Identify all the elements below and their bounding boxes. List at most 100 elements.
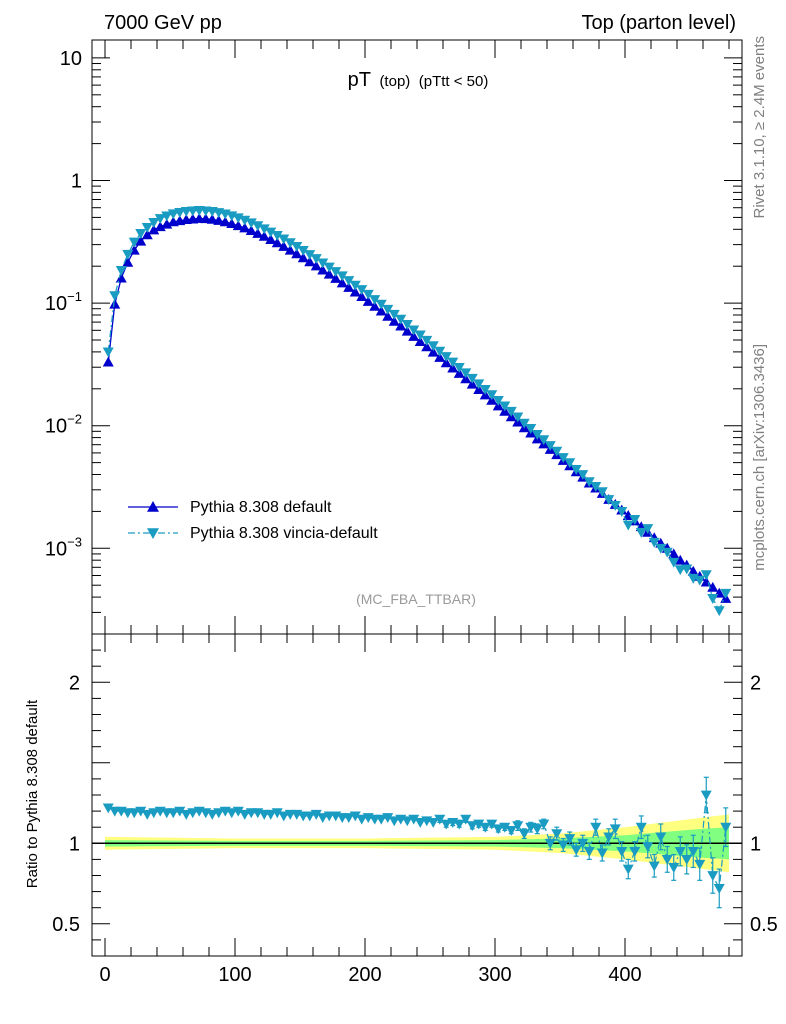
data-point <box>642 524 654 535</box>
data-point <box>401 320 413 330</box>
legend: Pythia 8.308 default Pythia 8.308 vincia… <box>128 499 378 542</box>
main-ytick-exponent: −1 <box>67 289 82 304</box>
ratio-data-point <box>239 809 251 820</box>
data-point <box>583 477 595 488</box>
ratio-data-point <box>265 809 277 820</box>
ratio-data-point <box>577 838 589 849</box>
ratio-ytick-label-left: 1 <box>69 833 80 855</box>
data-point <box>427 341 439 352</box>
data-point <box>544 441 556 451</box>
data-point <box>395 314 407 325</box>
data-point <box>102 356 114 367</box>
ratio-data-point <box>206 809 218 820</box>
header-right-label: Top (parton level) <box>581 12 736 34</box>
ratio-ytick-label-left: 2 <box>69 672 80 694</box>
ratio-data-point <box>518 829 530 840</box>
ratio-data-point <box>388 816 400 827</box>
ratio-data-point <box>226 808 238 819</box>
ratio-data-point <box>304 811 316 822</box>
data-point <box>115 272 127 283</box>
data-point <box>388 309 400 320</box>
data-point <box>284 244 296 255</box>
ratio-xtick-label: 300 <box>478 964 511 986</box>
data-point <box>213 214 225 225</box>
ratio-data-point <box>180 809 192 820</box>
data-point <box>278 234 290 245</box>
data-point <box>421 335 433 346</box>
data-point <box>453 362 465 373</box>
ratio-data-point <box>440 819 452 830</box>
data-point <box>304 250 316 261</box>
ratio-data-point <box>278 811 290 822</box>
data-point <box>700 570 712 581</box>
ratio-xtick-label: 400 <box>608 964 641 986</box>
ratio-data-point <box>707 871 719 881</box>
data-point <box>486 390 498 401</box>
ratio-data-point <box>590 822 602 833</box>
data-point <box>538 435 550 446</box>
data-point <box>135 235 147 246</box>
ratio-data-point <box>408 814 420 825</box>
ratio-data-point <box>538 819 550 830</box>
ratio-data-point <box>453 819 465 830</box>
ratio-data-point <box>382 813 394 824</box>
data-point <box>258 230 270 241</box>
ratio-data-point <box>642 842 654 853</box>
ratio-data-point <box>609 824 621 835</box>
ratio-data-point <box>512 821 524 832</box>
data-point <box>466 373 478 384</box>
data-point <box>154 214 166 224</box>
axis-ticks <box>92 40 742 956</box>
data-point <box>382 310 394 321</box>
data-point <box>323 268 335 279</box>
data-point <box>258 224 270 235</box>
title-sub2: (pTtt < 50) <box>419 73 489 90</box>
ratio-data-point <box>583 846 595 857</box>
data-point <box>271 237 283 248</box>
main-plot-area <box>102 206 732 617</box>
data-point <box>713 606 725 617</box>
ratio-data-point <box>564 834 576 844</box>
data-point <box>707 581 719 592</box>
ratio-data-point <box>174 806 186 817</box>
data-point <box>206 213 218 224</box>
ratio-plot-area <box>92 776 742 909</box>
data-point <box>674 565 686 576</box>
data-point <box>525 424 537 434</box>
ratio-data-point <box>187 808 199 819</box>
data-point <box>161 211 173 222</box>
data-point <box>434 352 446 362</box>
series-line-1 <box>107 209 727 613</box>
data-point <box>505 406 517 417</box>
main-ytick-label: 1 <box>71 171 82 193</box>
data-point <box>557 453 569 464</box>
data-point <box>460 368 472 379</box>
ratio-data-point <box>343 813 355 824</box>
data-point <box>304 256 316 267</box>
ratio-data-point <box>148 808 160 819</box>
data-point <box>440 352 452 362</box>
data-point <box>356 291 368 302</box>
data-point <box>551 446 563 457</box>
data-point <box>265 234 277 244</box>
data-point <box>570 465 582 475</box>
legend-label-vincia: Pythia 8.308 vincia-default <box>190 525 378 542</box>
data-point <box>531 429 543 440</box>
ratio-plot-frame <box>91 633 743 957</box>
ratio-data-point <box>473 819 485 830</box>
data-point <box>499 401 511 412</box>
main-ytick-base: 10 <box>45 416 67 438</box>
ratio-data-point <box>531 824 543 835</box>
data-point <box>408 325 420 336</box>
data-point <box>239 222 251 233</box>
data-point <box>330 272 342 283</box>
data-point <box>252 221 264 232</box>
data-point <box>109 298 121 309</box>
data-point <box>343 276 355 286</box>
data-point <box>232 220 244 231</box>
data-point <box>148 224 160 235</box>
main-ytick-label: 10−2 <box>45 412 82 438</box>
data-point <box>122 256 134 267</box>
data-point <box>362 296 374 306</box>
ratio-xtick-label: 200 <box>348 964 381 986</box>
